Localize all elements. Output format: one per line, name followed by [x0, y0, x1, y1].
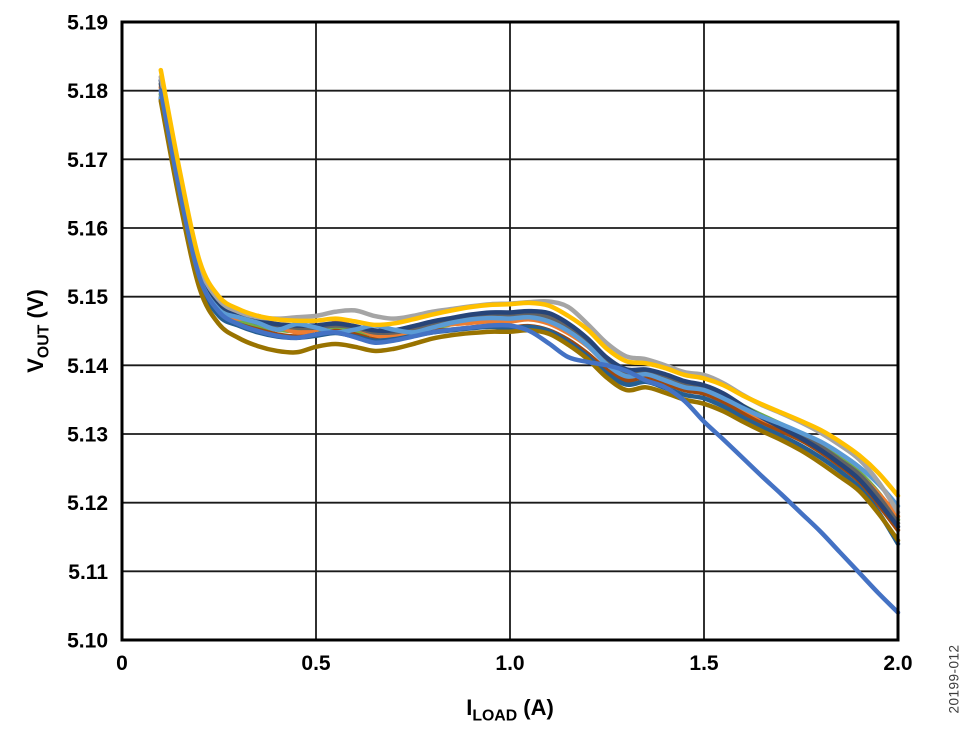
- x-axis-title-unit: (A): [517, 695, 554, 720]
- y-tick-label: 5.18: [67, 80, 108, 103]
- y-tick-label: 5.15: [67, 286, 108, 309]
- y-axis-title-unit: (V): [23, 289, 48, 325]
- y-tick-label: 5.19: [67, 12, 108, 35]
- y-tick-label: 5.10: [67, 630, 108, 653]
- x-tick-label: 0: [116, 652, 128, 675]
- series-line-s3: [158, 74, 901, 515]
- y-tick-label: 5.13: [67, 424, 108, 447]
- x-axis-title-subscript: LOAD: [472, 707, 518, 725]
- y-axis-title-subscript: OUT: [35, 324, 53, 359]
- y-tick-label: 5.16: [67, 218, 108, 241]
- x-tick-label: 1.0: [495, 652, 524, 675]
- x-axis-title-symbol: I: [466, 695, 473, 720]
- x-tick-label: 0.5: [301, 652, 331, 675]
- series-line-s5: [158, 95, 901, 509]
- x-tick-label: 2.0: [883, 652, 912, 675]
- figure-number-watermark: 20199-012: [946, 644, 962, 714]
- series-line-s4: [158, 67, 901, 499]
- y-tick-label: 5.14: [67, 355, 108, 378]
- series-line-s6: [158, 91, 901, 523]
- x-axis-title: ILOAD (A): [466, 695, 554, 725]
- y-tick-label: 5.12: [67, 492, 108, 515]
- series-line-s1: [158, 88, 901, 615]
- y-axis-title: VOUT (V): [23, 289, 53, 373]
- x-tick-label: 1.5: [689, 652, 719, 675]
- y-axis-title-symbol: V: [23, 358, 48, 373]
- plot-border: [120, 20, 900, 642]
- y-tick-label: 5.11: [68, 561, 108, 584]
- y-tick-label: 5.17: [67, 149, 108, 172]
